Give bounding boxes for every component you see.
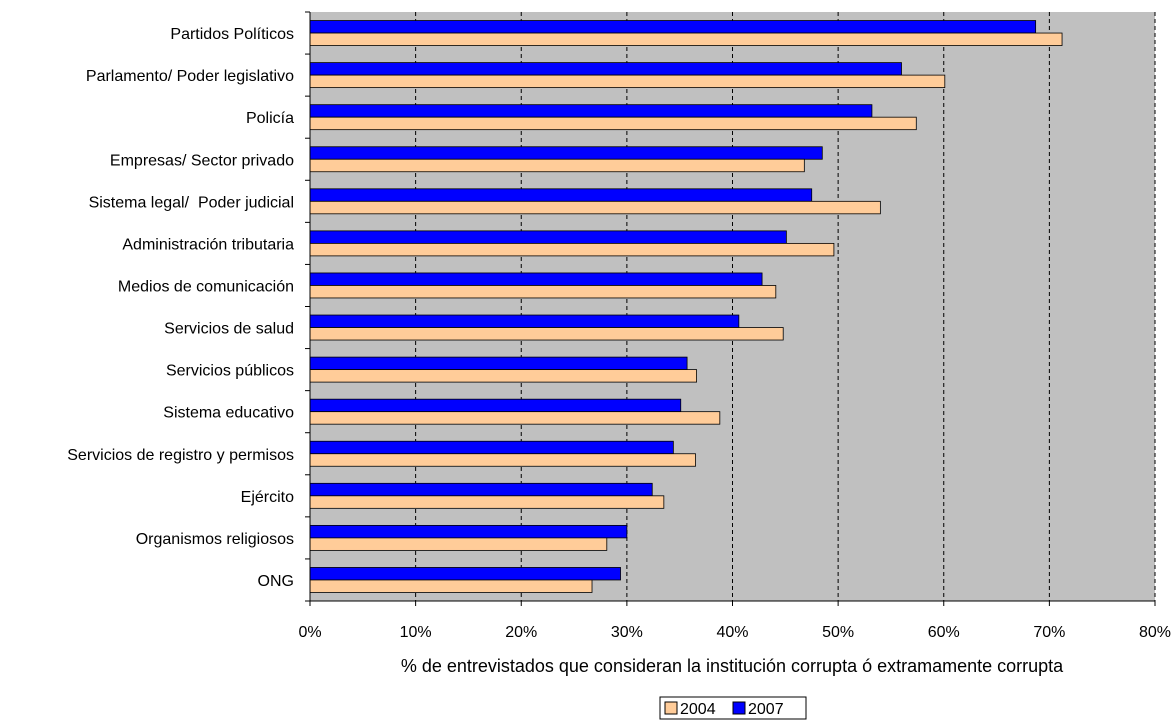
legend-swatch-2004	[664, 701, 678, 715]
bar-2004	[309, 495, 665, 509]
bar-2004	[309, 453, 696, 467]
category-label: Empresas/ Sector privado	[110, 152, 294, 169]
x-tick-label: 70%	[1033, 624, 1065, 641]
legend-label-2004: 2004	[680, 701, 716, 718]
category-label: Sistema legal/ Poder judicial	[89, 194, 294, 211]
category-label: Organismos religiosos	[136, 531, 294, 548]
category-label: Sistema educativo	[163, 405, 294, 422]
bar-2004	[309, 327, 784, 341]
bar-2004	[309, 579, 593, 593]
bar-2004	[309, 411, 721, 425]
axes	[305, 11, 1156, 606]
bar-2004	[309, 537, 608, 551]
category-label: Servicios públicos	[166, 363, 294, 380]
bar-2004	[309, 242, 835, 257]
bar-2007	[309, 356, 688, 371]
bar-2007	[309, 62, 902, 76]
bar-2007	[309, 482, 653, 497]
bar-2004	[309, 116, 917, 131]
bar-2004	[309, 200, 881, 215]
bar-2007	[309, 567, 621, 581]
legend-label-2007: 2007	[748, 701, 784, 718]
x-tick-label: 80%	[1139, 624, 1171, 641]
category-label: Ejército	[241, 489, 294, 506]
x-tick-label: 40%	[716, 624, 748, 641]
bar-2007	[309, 20, 1037, 34]
bar-2007	[309, 524, 628, 539]
x-axis-title: % de entrevistados que consideran la ins…	[401, 656, 1064, 676]
category-label: Administración tributaria	[122, 236, 294, 253]
bar-2004	[309, 158, 805, 173]
category-label: ONG	[258, 573, 294, 590]
bar-2007	[309, 230, 787, 244]
x-tick-label: 20%	[505, 624, 537, 641]
category-labels: Partidos Políticos Parlamento/ Poder legi…	[67, 26, 294, 590]
category-label: Servicios de registro y permisos	[67, 447, 294, 464]
x-tick-label: 10%	[400, 624, 432, 641]
x-tick-labels: 0% 10% 20% 30% 40% 50% 60% 70% 80%	[298, 624, 1171, 641]
bar-2007	[309, 398, 682, 413]
bar-2004	[309, 74, 946, 89]
bar-2007	[309, 146, 823, 160]
bar-2007	[309, 314, 740, 328]
bar-2007	[309, 188, 813, 202]
x-tick-label: 0%	[298, 624, 321, 641]
bar-2007	[309, 440, 674, 455]
x-tick-label: 30%	[611, 624, 643, 641]
bars	[309, 20, 1063, 593]
legend: 2004 2007	[659, 696, 807, 720]
x-tick-label: 60%	[928, 624, 960, 641]
category-label: Servicios de salud	[164, 321, 294, 338]
category-label: Policía	[246, 110, 294, 127]
bar-2004	[309, 32, 1063, 46]
category-label: Partidos Políticos	[170, 26, 294, 43]
category-label: Medios de comunicación	[118, 278, 294, 295]
bar-2007	[309, 272, 763, 286]
bar-2004	[309, 369, 697, 383]
bar-2004	[309, 285, 777, 299]
category-label: Parlamento/ Poder legislativo	[86, 68, 294, 85]
x-tick-label: 50%	[822, 624, 854, 641]
bar-2007	[309, 104, 873, 118]
legend-swatch-2007	[732, 701, 746, 715]
